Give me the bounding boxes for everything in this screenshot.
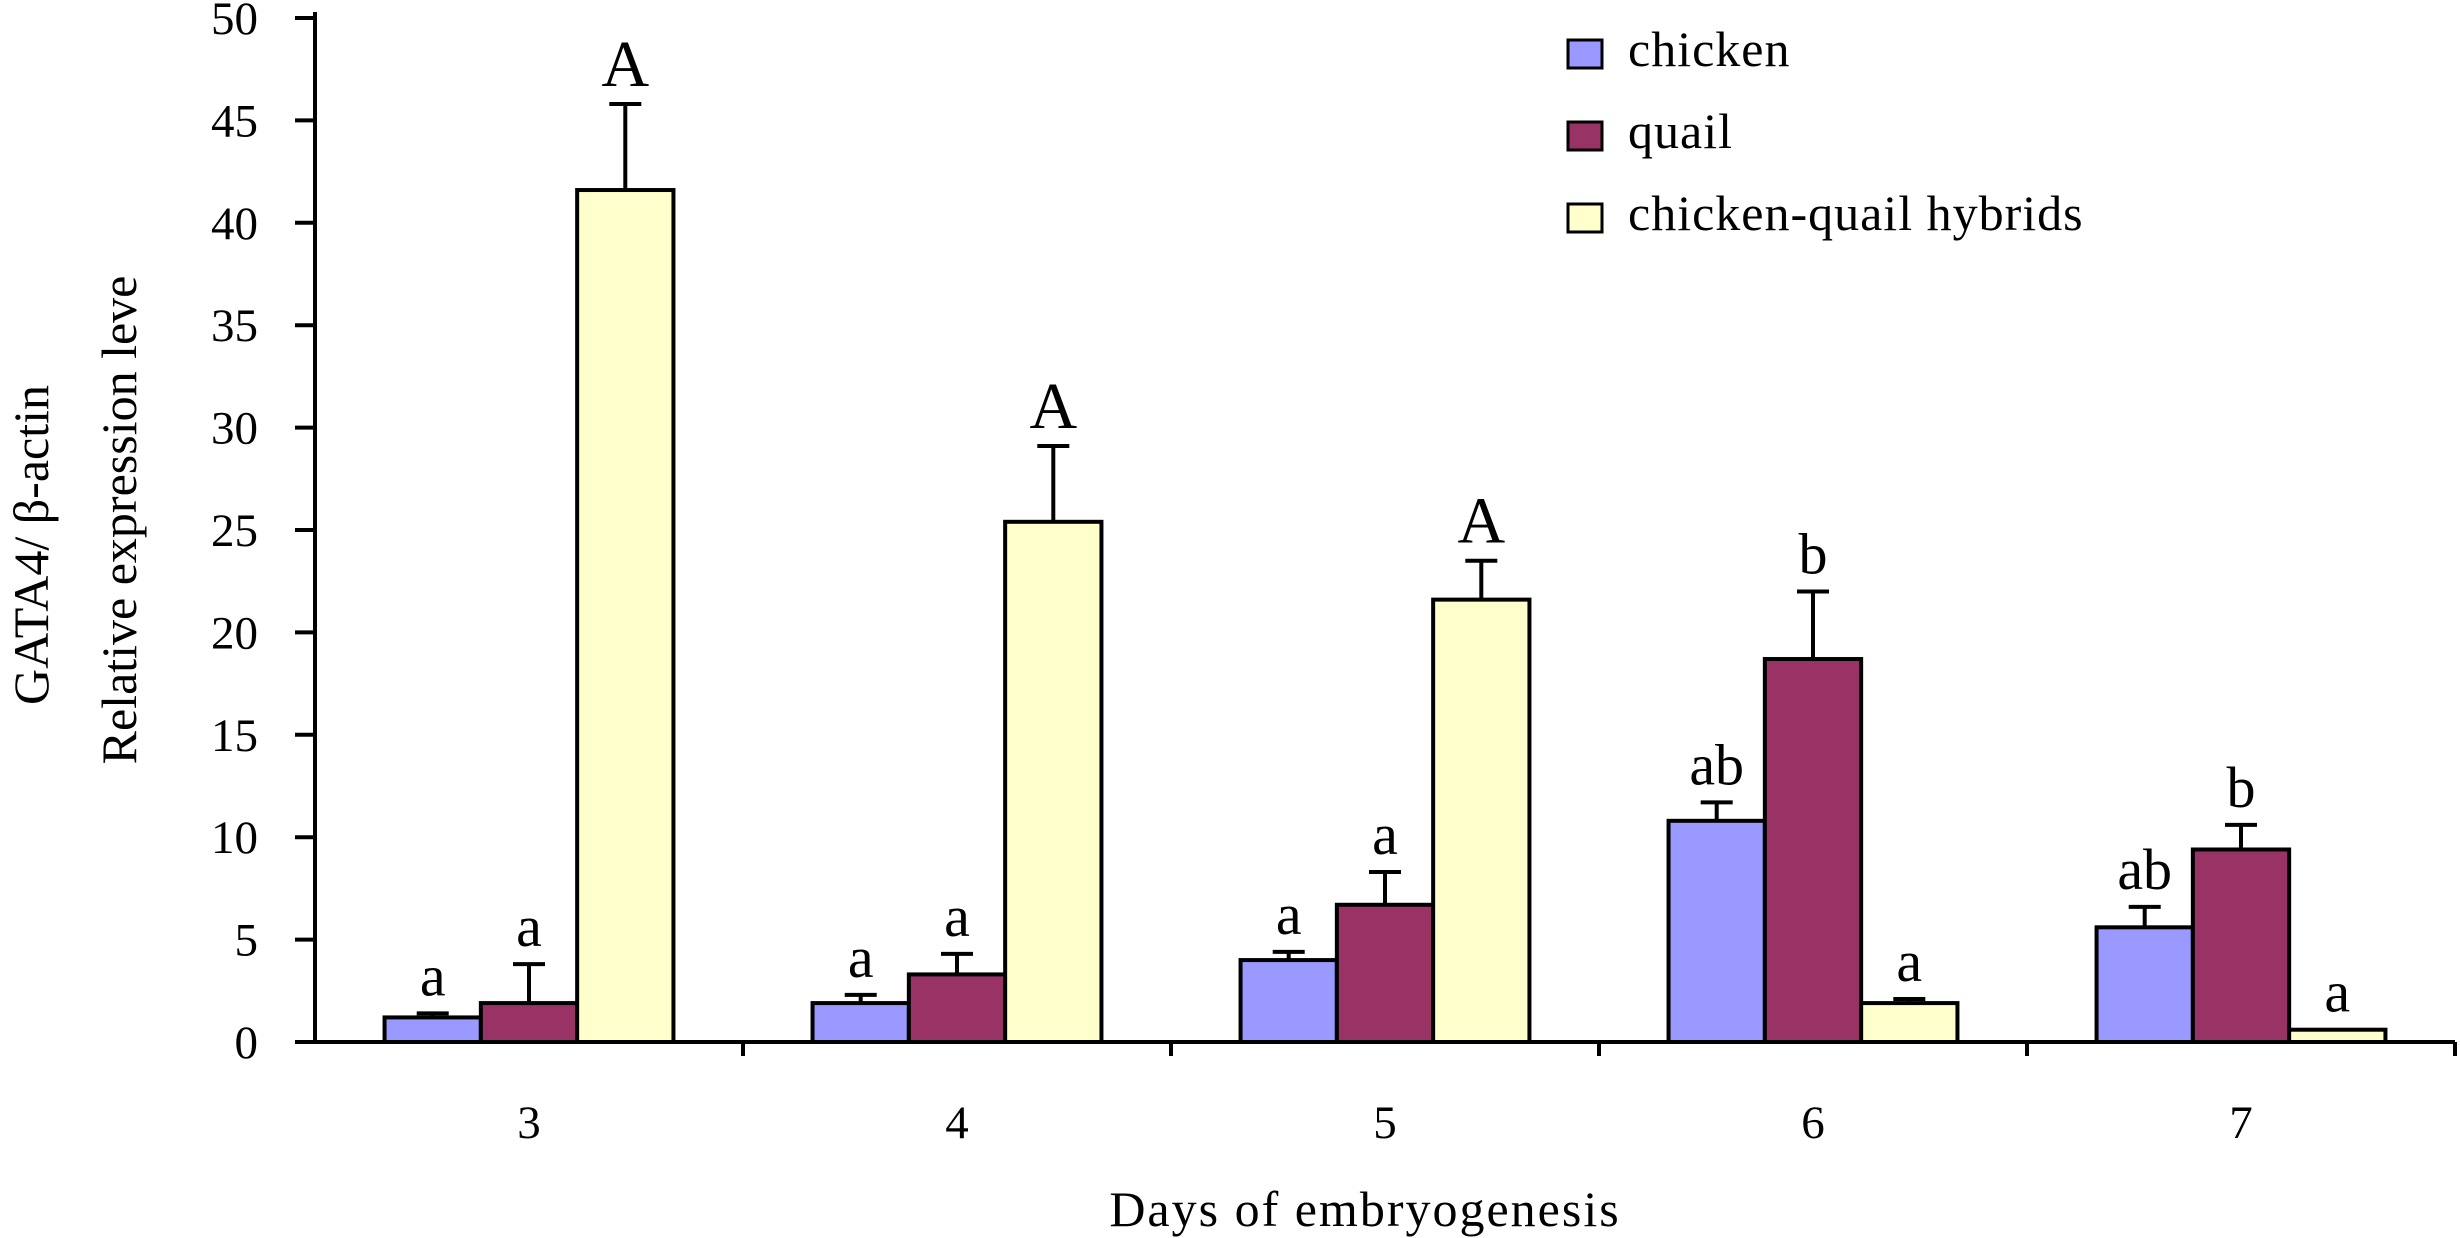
y-tick-label-15: 15 — [211, 710, 258, 762]
legend-label-chicken: chicken — [1628, 21, 1790, 77]
y-axis-title-line2: Relative expression leve — [91, 276, 147, 765]
bar-chicken-quail-hybrids-day-5 — [1431, 597, 1532, 1045]
significance-label-chicken-quail-hybrids-day-3: A — [601, 28, 649, 101]
significance-label-chicken-day-6: ab — [1689, 732, 1744, 797]
significance-label-quail-day-4: a — [944, 884, 970, 949]
bar-chicken-day-4 — [810, 1001, 911, 1045]
bar-quail-day-7 — [2190, 847, 2292, 1044]
legend: chicken quail chicken-quail hybrids — [1566, 21, 2084, 241]
y-tick-label-5: 5 — [235, 915, 259, 967]
bar-chicken-day-3 — [382, 1015, 483, 1045]
bar-quail-day-5 — [1334, 902, 1436, 1044]
x-tick-label-5: 5 — [1373, 1097, 1397, 1149]
bar-chicken-quail-hybrids-day-6 — [1859, 1001, 1960, 1045]
significance-label-chicken-quail-hybrids-day-6: a — [1896, 929, 1922, 994]
y-tick-label-40: 40 — [211, 198, 258, 250]
significance-label-chicken-day-3: a — [420, 943, 446, 1008]
significance-label-quail-day-6: b — [1799, 521, 1828, 586]
y-axis-title-line1: GATA4/ β-actin — [3, 385, 59, 705]
significance-label-chicken-quail-hybrids-day-5: A — [1457, 485, 1505, 558]
bar-quail-day-4 — [906, 972, 1008, 1045]
significance-label-chicken-day-5: a — [1276, 882, 1302, 947]
significance-label-quail-day-7: b — [2227, 755, 2256, 820]
y-tick-label-0: 0 — [235, 1017, 259, 1069]
bar-quail-day-6 — [1762, 657, 1864, 1044]
y-tick-label-10: 10 — [211, 812, 258, 864]
legend-swatch-chicken-quail-hybrids — [1566, 202, 1604, 234]
x-tick-label-7: 7 — [2229, 1097, 2253, 1149]
bar-quail-day-3 — [478, 1001, 580, 1045]
significance-label-chicken-day-7: ab — [2117, 837, 2172, 902]
x-axis-title: Days of embryogenesis — [1109, 1181, 1620, 1237]
legend-label-chicken-quail-hybrids: chicken-quail hybrids — [1628, 185, 2084, 241]
legend-swatch-chicken — [1566, 38, 1604, 70]
significance-label-chicken-quail-hybrids-day-7: a — [2324, 960, 2350, 1025]
bar-chicken-day-6 — [1666, 818, 1767, 1044]
labels-layer: aaA3aaA4aaA5abba6abba7051015202530354045… — [211, 0, 2350, 1149]
bar-chicken-day-5 — [1238, 958, 1339, 1045]
y-tick-label-30: 30 — [211, 403, 258, 455]
bar-chicken-quail-hybrids-day-4 — [1003, 519, 1104, 1044]
y-tick-label-50: 50 — [211, 0, 258, 45]
significance-label-chicken-day-4: a — [848, 925, 874, 990]
significance-label-chicken-quail-hybrids-day-4: A — [1029, 370, 1077, 443]
x-tick-label-3: 3 — [517, 1097, 541, 1149]
y-tick-label-25: 25 — [211, 505, 258, 557]
y-tick-label-20: 20 — [211, 607, 258, 659]
bars-layer — [382, 102, 2388, 1045]
bar-chicken-quail-hybrids-day-3 — [575, 188, 676, 1045]
legend-label-quail: quail — [1628, 103, 1733, 159]
axes-layer — [295, 12, 2457, 1056]
bar-chicken-day-7 — [2094, 925, 2195, 1045]
legend-swatch-quail — [1566, 120, 1604, 152]
y-tick-label-35: 35 — [211, 300, 258, 352]
x-tick-label-6: 6 — [1801, 1097, 1825, 1149]
x-tick-label-4: 4 — [945, 1097, 969, 1149]
significance-label-quail-day-3: a — [516, 894, 542, 959]
y-tick-label-45: 45 — [211, 95, 258, 147]
significance-label-quail-day-5: a — [1372, 802, 1398, 867]
